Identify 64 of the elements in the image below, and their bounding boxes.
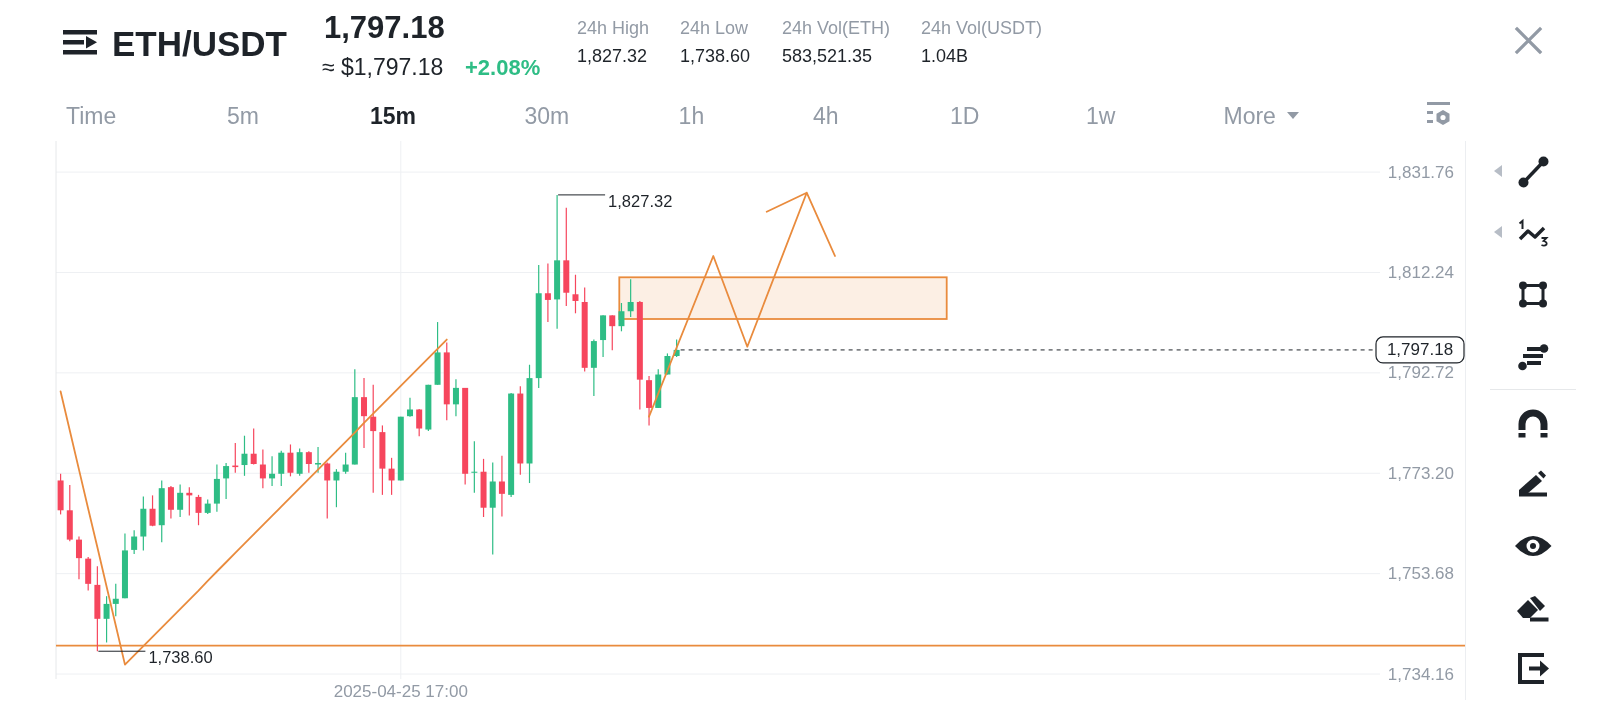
text: 583,521.35 — [782, 46, 873, 66]
candlestick — [406, 397, 413, 418]
chart-title: ETH/USDT — [112, 24, 287, 63]
candlestick — [315, 446, 322, 474]
candlestick — [278, 450, 285, 487]
text: 5m — [227, 103, 259, 129]
text: +2.08% — [465, 55, 541, 80]
candlestick — [250, 427, 257, 466]
text: 1,797.18 — [324, 10, 445, 45]
candlestick — [223, 462, 230, 500]
y-tick-label: 1,792.72 — [1387, 363, 1454, 383]
text: 24h High — [577, 18, 650, 38]
candlestick — [112, 583, 119, 617]
candlestick — [471, 440, 478, 494]
text: More — [1223, 103, 1276, 129]
text: Time — [66, 103, 117, 129]
y-tick-label: 1,753.68 — [1387, 564, 1454, 584]
candlestick — [177, 483, 184, 518]
candlestick — [388, 457, 395, 496]
candlestick — [342, 452, 349, 475]
y-tick-label: 1,773.20 — [1387, 463, 1454, 483]
y-tick-label: 1,831.76 — [1387, 162, 1454, 182]
candlestick — [572, 274, 579, 314]
text: 1w — [1086, 103, 1116, 129]
candlestick — [627, 278, 634, 318]
y-tick-label: 1,812.24 — [1387, 262, 1454, 282]
candlestick — [103, 595, 110, 644]
annotation: 1,827.32 — [608, 191, 673, 210]
y-tick-label: 1,734.16 — [1387, 664, 1454, 684]
annotation: 1,738.60 — [148, 648, 213, 667]
candlestick — [195, 494, 202, 526]
text: 1D — [950, 103, 980, 129]
text: 1,827.32 — [577, 46, 648, 66]
text: 24h Vol(ETH) — [782, 18, 891, 38]
text: 24h Vol(USDT) — [921, 18, 1043, 38]
ref-line-label: 1,797.18 — [1386, 340, 1454, 360]
candlestick — [305, 450, 312, 474]
candlestick — [259, 449, 266, 489]
text: ≈ $1,797.18 — [322, 54, 444, 80]
candlestick — [296, 447, 303, 477]
candlestick — [75, 535, 82, 580]
candlestick — [241, 435, 248, 477]
candlestick — [544, 262, 551, 323]
text: 24h Low — [680, 18, 750, 38]
text: 1h — [678, 103, 705, 129]
text: 1,738.60 — [680, 46, 751, 66]
candlestick — [324, 461, 331, 520]
candlestick — [131, 529, 138, 555]
candlestick — [416, 408, 423, 437]
text: 4h — [813, 103, 839, 129]
candlestick — [618, 302, 625, 332]
candlestick — [370, 384, 377, 494]
candlestick — [149, 494, 156, 527]
text: 30m — [524, 103, 570, 129]
candlestick — [333, 468, 340, 508]
candlestick — [167, 485, 174, 520]
candlestick — [498, 455, 505, 518]
candlestick — [361, 377, 368, 449]
candlestick — [287, 443, 294, 477]
text: 15m — [370, 103, 417, 129]
x-tick-label: 2025-04-25 17:00 — [333, 681, 468, 701]
candlestick — [452, 378, 459, 417]
candlestick — [609, 314, 616, 351]
text: 1.04B — [921, 46, 969, 66]
